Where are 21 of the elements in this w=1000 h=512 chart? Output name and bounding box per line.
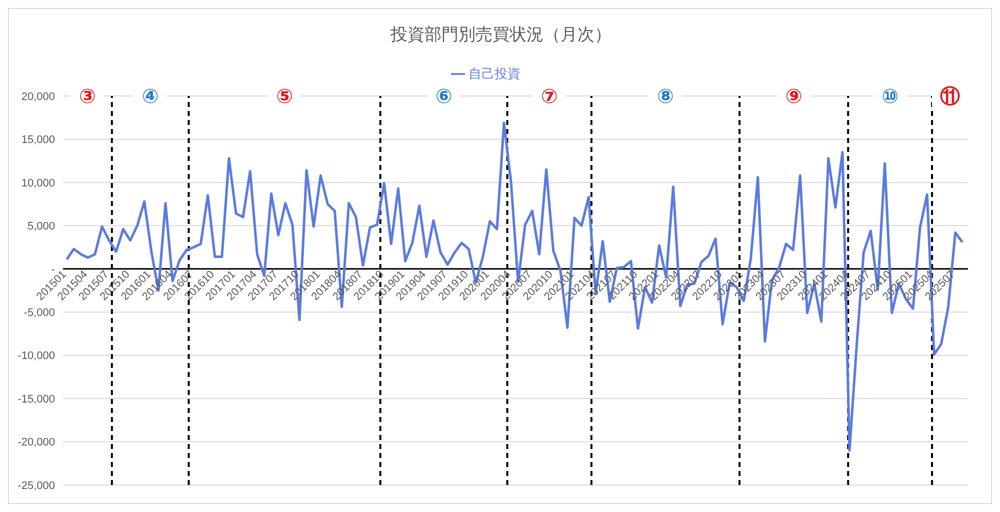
- chart-title: 投資部門別売買状況（月次）: [390, 24, 612, 46]
- annotation: ⑩: [874, 84, 907, 108]
- y-tick-label: 10,000: [21, 177, 55, 190]
- y-tick-label: -20,000: [18, 436, 55, 449]
- annotation: ⑨: [777, 84, 810, 108]
- annotation: ⑧: [649, 84, 682, 108]
- annotation: ④: [134, 84, 167, 108]
- y-tick-label: 5,000: [27, 220, 55, 233]
- y-tick-label: -10,000: [18, 350, 55, 362]
- y-tick-label: 15,000: [21, 134, 55, 146]
- annotation: ⑤: [268, 84, 302, 108]
- annotation: ⑥: [427, 84, 460, 108]
- legend-label: 自己投資: [468, 67, 520, 82]
- y-tick-label: -25,000: [18, 480, 55, 492]
- y-tick-label: -5,000: [24, 307, 55, 320]
- annotation: ⑪: [932, 84, 968, 108]
- y-tick-label: -15,000: [18, 393, 55, 406]
- y-tick-label: -: [51, 264, 56, 276]
- y-tick-label: 20,000: [21, 90, 55, 103]
- annotation: ⑦: [532, 84, 566, 108]
- annotation: ③: [70, 84, 104, 108]
